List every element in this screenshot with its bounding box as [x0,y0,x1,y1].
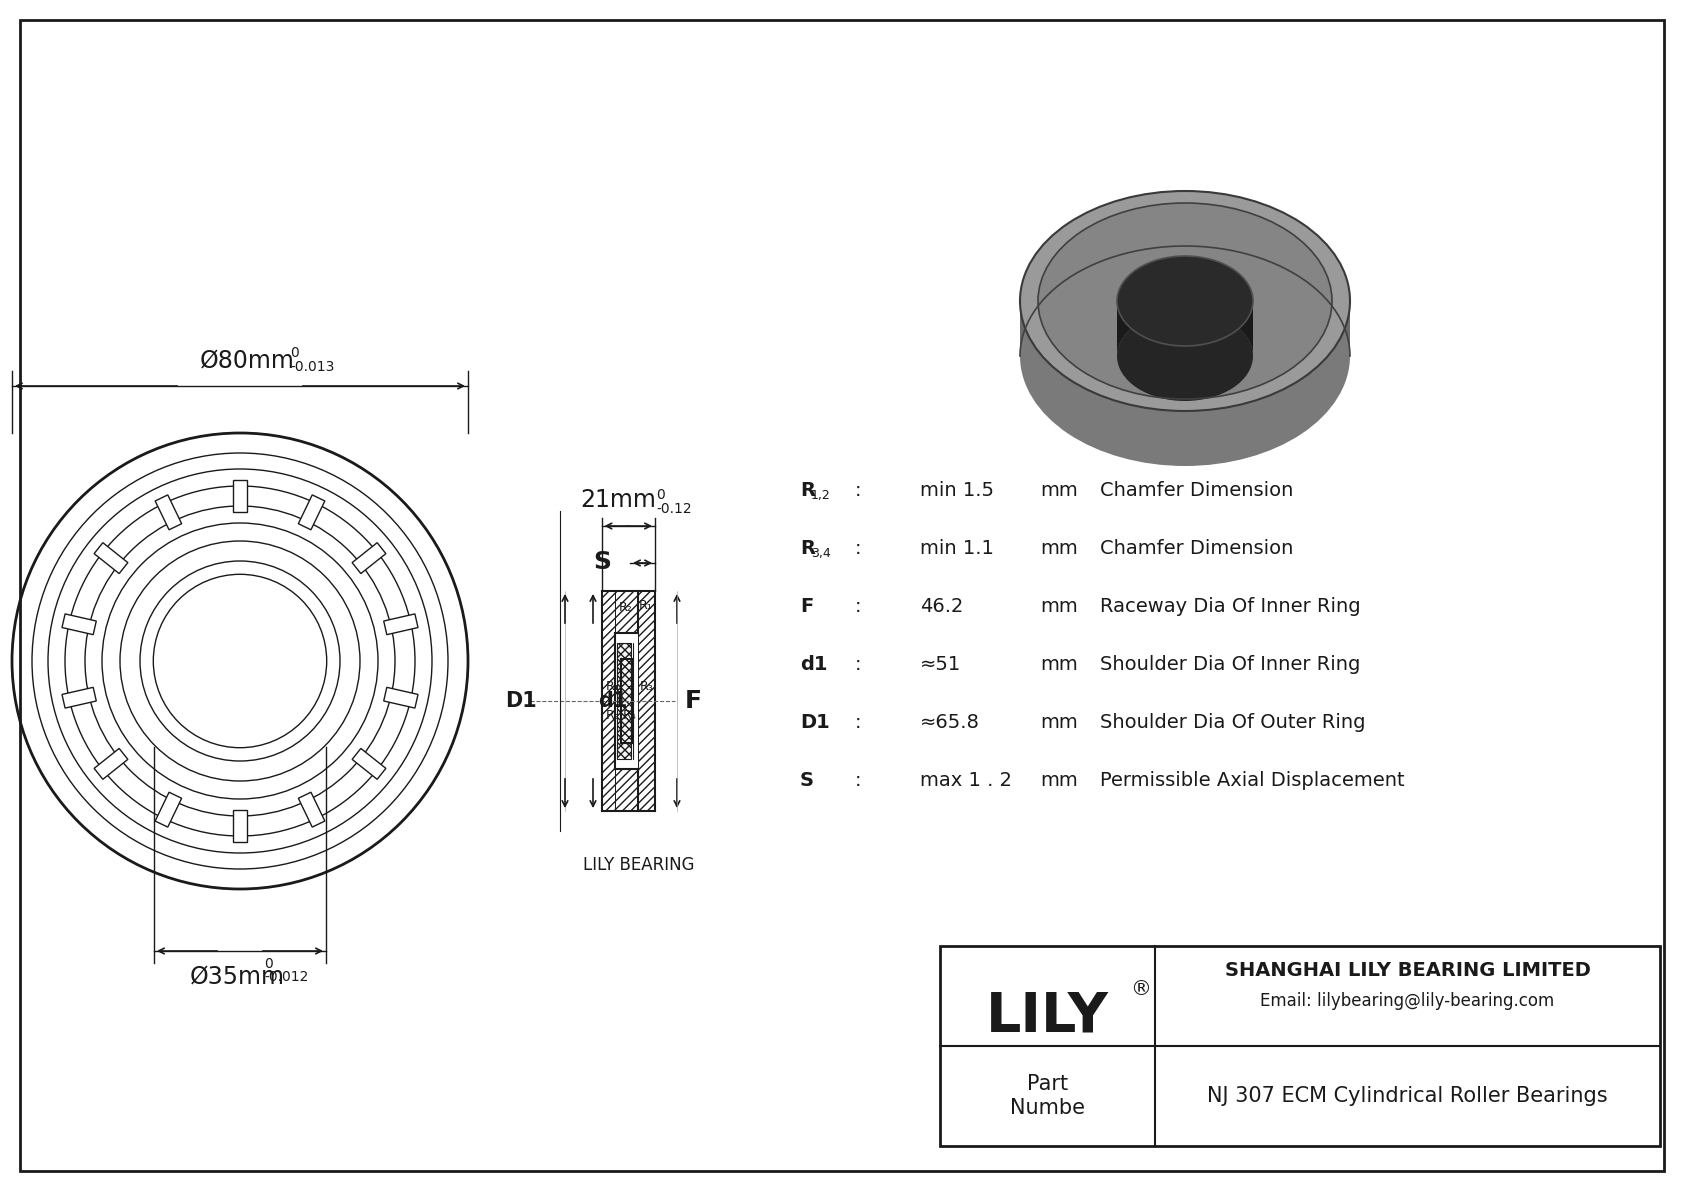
Bar [298,495,325,530]
Bar [940,946,1660,1146]
Text: 0: 0 [264,958,273,971]
Text: NJ 307 ECM Cylindrical Roller Bearings: NJ 307 ECM Cylindrical Roller Bearings [1207,1086,1608,1106]
Bar [94,543,128,574]
Polygon shape [1021,191,1351,356]
Bar [232,480,248,512]
Text: LILY BEARING: LILY BEARING [583,856,694,874]
Bar [601,591,615,811]
Bar [155,792,182,827]
Bar [352,748,386,779]
Text: mm: mm [1041,540,1078,559]
Text: 46.2: 46.2 [919,598,963,617]
Ellipse shape [1021,247,1351,466]
Bar [384,613,418,635]
Text: R₂: R₂ [618,601,633,615]
Text: Ø35mm: Ø35mm [190,965,285,989]
Text: R: R [800,481,815,500]
Text: Shoulder Dia Of Inner Ring: Shoulder Dia Of Inner Ring [1100,655,1361,674]
Text: D1: D1 [800,713,830,732]
Text: :: : [855,540,862,559]
Polygon shape [1116,256,1253,356]
Text: max 1 . 2: max 1 . 2 [919,772,1012,791]
Text: d1: d1 [598,691,628,711]
Text: mm: mm [1041,772,1078,791]
Text: mm: mm [1041,481,1078,500]
Circle shape [153,575,327,747]
Bar [616,643,632,759]
Text: R₂: R₂ [606,709,620,722]
Ellipse shape [1021,191,1351,411]
Text: R₄: R₄ [623,709,637,722]
Text: Chamfer Dimension: Chamfer Dimension [1100,540,1293,559]
Bar [232,810,248,842]
Text: R: R [800,540,815,559]
Text: R₃: R₃ [640,680,653,693]
Ellipse shape [1116,311,1253,401]
Text: :: : [855,481,862,500]
Text: min 1.1: min 1.1 [919,540,994,559]
Ellipse shape [1037,202,1332,399]
Text: :: : [855,772,862,791]
Text: Permissible Axial Displacement: Permissible Axial Displacement [1100,772,1404,791]
Text: SHANGHAI LILY BEARING LIMITED: SHANGHAI LILY BEARING LIMITED [1224,961,1590,980]
Bar [615,769,638,811]
Ellipse shape [1116,256,1253,347]
Text: ≈65.8: ≈65.8 [919,713,980,732]
Text: -0.12: -0.12 [657,501,692,516]
Bar [615,643,633,759]
Text: 3,4: 3,4 [812,547,830,560]
Text: S: S [800,772,813,791]
Bar [615,591,638,632]
Bar [621,659,632,743]
Bar [352,543,386,574]
Text: 21mm: 21mm [581,488,657,512]
Text: S: S [593,550,611,574]
Bar [615,632,633,769]
Text: :: : [855,713,862,732]
Bar [62,613,96,635]
Bar [384,687,418,709]
Text: LILY: LILY [987,989,1110,1043]
Text: min 1.5: min 1.5 [919,481,994,500]
Text: :: : [855,655,862,674]
Text: Raceway Dia Of Inner Ring: Raceway Dia Of Inner Ring [1100,598,1361,617]
Text: 1,2: 1,2 [812,488,830,501]
Text: mm: mm [1041,655,1078,674]
Text: Ø80mm: Ø80mm [200,348,295,372]
Bar [298,792,325,827]
Text: mm: mm [1041,598,1078,617]
Bar [62,687,96,709]
Text: 0: 0 [290,347,298,360]
Text: R₁: R₁ [606,680,620,693]
Bar [638,591,655,811]
Text: ≈51: ≈51 [919,655,962,674]
Bar [155,495,182,530]
Text: D1: D1 [505,691,537,711]
Text: R₁: R₁ [638,599,653,612]
Text: F: F [800,598,813,617]
Text: F: F [685,690,702,713]
Text: :: : [855,598,862,617]
Bar [94,748,128,779]
Text: 0: 0 [657,488,665,501]
Text: Email: lilybearing@lily-bearing.com: Email: lilybearing@lily-bearing.com [1260,992,1554,1010]
Text: Chamfer Dimension: Chamfer Dimension [1100,481,1293,500]
Text: -0.013: -0.013 [290,360,335,374]
Text: d1: d1 [800,655,827,674]
Text: -0.012: -0.012 [264,969,308,984]
Text: mm: mm [1041,713,1078,732]
Text: Part
Numbe: Part Numbe [1010,1074,1084,1117]
Text: Shoulder Dia Of Outer Ring: Shoulder Dia Of Outer Ring [1100,713,1366,732]
Text: ®: ® [1130,979,1152,999]
